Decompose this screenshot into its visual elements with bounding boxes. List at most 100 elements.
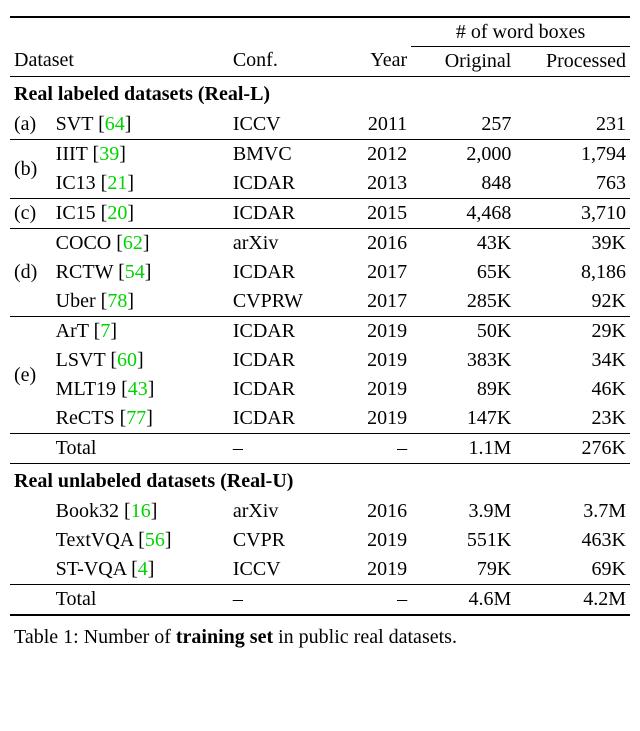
table-row: ReCTS [77] ICDAR 2019 147K 23K [10, 404, 630, 434]
row-name: LSVT [60] [52, 346, 229, 375]
table-row: (b) IIIT [39] BMVC 2012 2,000 1,794 [10, 140, 630, 170]
row-year: 2019 [338, 555, 411, 585]
row-conf: ICDAR [229, 375, 338, 404]
row-conf: ICDAR [229, 258, 338, 287]
col-conf: Conf. [229, 17, 338, 77]
row-proc: 1,794 [515, 140, 630, 170]
row-tag: (e) [10, 317, 52, 434]
row-orig: 89K [411, 375, 515, 404]
row-orig: 2,000 [411, 140, 515, 170]
row-name: ReCTS [77] [52, 404, 229, 434]
row-proc: 3,710 [515, 199, 630, 229]
cite-link[interactable]: 39 [99, 143, 119, 165]
row-proc: 4.2M [515, 585, 630, 616]
table-row: IC13 [21] ICDAR 2013 848 763 [10, 169, 630, 199]
row-tag [10, 526, 52, 555]
table-caption: Table 1: Number of training set in publi… [10, 616, 630, 649]
total-row: Total – – 1.1M 276K [10, 434, 630, 464]
row-proc: 231 [515, 110, 630, 140]
cite-link[interactable]: 7 [100, 320, 110, 342]
row-conf: ICDAR [229, 169, 338, 199]
row-year: 2017 [338, 287, 411, 317]
cite-link[interactable]: 64 [105, 113, 125, 135]
row-name: SVT [64] [52, 110, 229, 140]
row-year: 2015 [338, 199, 411, 229]
row-name: RCTW [54] [52, 258, 229, 287]
cite-link[interactable]: 43 [128, 378, 148, 400]
row-proc: 46K [515, 375, 630, 404]
row-tag [10, 434, 52, 464]
section-unlabeled: Real unlabeled datasets (Real-U) [10, 464, 630, 498]
row-year: 2019 [338, 317, 411, 347]
table-row: (e) ArT [7] ICDAR 2019 50K 29K [10, 317, 630, 347]
cite-link[interactable]: 62 [123, 232, 143, 254]
datasets-table: Dataset Conf. Year # of word boxes Origi… [10, 16, 630, 649]
table-row: ST-VQA [4] ICCV 2019 79K 69K [10, 555, 630, 585]
row-proc: 463K [515, 526, 630, 555]
total-row: Total – – 4.6M 4.2M [10, 585, 630, 616]
row-conf: CVPR [229, 526, 338, 555]
row-orig: 257 [411, 110, 515, 140]
row-tag [10, 555, 52, 585]
row-conf: CVPRW [229, 287, 338, 317]
row-year: 2016 [338, 229, 411, 259]
row-year: 2019 [338, 346, 411, 375]
cite-link[interactable]: 4 [138, 558, 148, 580]
row-orig: 1.1M [411, 434, 515, 464]
col-original: Original [411, 47, 515, 77]
table-row: MLT19 [43] ICDAR 2019 89K 46K [10, 375, 630, 404]
cite-link[interactable]: 77 [126, 407, 146, 429]
row-proc: 34K [515, 346, 630, 375]
row-name: IIIT [39] [52, 140, 229, 170]
row-year: 2016 [338, 497, 411, 526]
row-conf: ICDAR [229, 346, 338, 375]
row-proc: 23K [515, 404, 630, 434]
table-row: Uber [78] CVPRW 2017 285K 92K [10, 287, 630, 317]
row-name: ST-VQA [4] [52, 555, 229, 585]
row-proc: 29K [515, 317, 630, 347]
row-proc: 763 [515, 169, 630, 199]
row-orig: 285K [411, 287, 515, 317]
row-proc: 276K [515, 434, 630, 464]
row-year: 2013 [338, 169, 411, 199]
row-tag: (a) [10, 110, 52, 140]
row-year: – [338, 434, 411, 464]
table-row: (a) SVT [64] ICCV 2011 257 231 [10, 110, 630, 140]
table-row: (c) IC15 [20] ICDAR 2015 4,468 3,710 [10, 199, 630, 229]
row-proc: 8,186 [515, 258, 630, 287]
row-year: 2011 [338, 110, 411, 140]
table-row: (d) COCO [62] arXiv 2016 43K 39K [10, 229, 630, 259]
col-wordboxes: # of word boxes [411, 17, 630, 47]
row-proc: 69K [515, 555, 630, 585]
row-conf: ICDAR [229, 317, 338, 347]
row-orig: 50K [411, 317, 515, 347]
cite-link[interactable]: 60 [117, 349, 137, 371]
row-conf: – [229, 434, 338, 464]
row-name: COCO [62] [52, 229, 229, 259]
cite-link[interactable]: 21 [107, 172, 127, 194]
cite-link[interactable]: 78 [107, 290, 127, 312]
row-name: IC15 [20] [52, 199, 229, 229]
section-labeled: Real labeled datasets (Real-L) [10, 77, 630, 111]
row-year: – [338, 585, 411, 616]
cite-link[interactable]: 20 [107, 202, 127, 224]
row-conf: arXiv [229, 229, 338, 259]
row-proc: 3.7M [515, 497, 630, 526]
table-row: Book32 [16] arXiv 2016 3.9M 3.7M [10, 497, 630, 526]
cite-link[interactable]: 54 [125, 261, 145, 283]
row-conf: arXiv [229, 497, 338, 526]
row-tag: (d) [10, 229, 52, 317]
row-conf: ICDAR [229, 404, 338, 434]
row-year: 2012 [338, 140, 411, 170]
row-orig: 4.6M [411, 585, 515, 616]
row-proc: 39K [515, 229, 630, 259]
row-name: ArT [7] [52, 317, 229, 347]
row-orig: 551K [411, 526, 515, 555]
row-orig: 4,468 [411, 199, 515, 229]
cite-link[interactable]: 56 [145, 529, 165, 551]
row-conf: BMVC [229, 140, 338, 170]
row-name: Book32 [16] [52, 497, 229, 526]
row-orig: 3.9M [411, 497, 515, 526]
cite-link[interactable]: 16 [131, 500, 151, 522]
row-name: IC13 [21] [52, 169, 229, 199]
